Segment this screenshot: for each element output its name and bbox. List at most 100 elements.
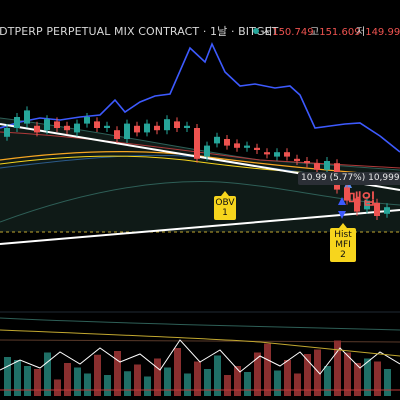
volume-bar	[244, 372, 251, 396]
volume-bar	[184, 373, 191, 396]
candle	[74, 119, 80, 137]
volume-bar	[374, 361, 381, 396]
candle-body	[324, 161, 330, 170]
volume-bar	[144, 376, 151, 396]
ohlc-high: 고151.609	[310, 27, 361, 38]
volume-bar	[274, 370, 281, 396]
volume-bar	[24, 366, 31, 396]
pane-upper-band	[0, 317, 400, 331]
volume-bar	[54, 379, 61, 396]
candle-body	[374, 202, 380, 216]
candle-body	[384, 207, 390, 214]
candle	[374, 198, 380, 220]
candle	[144, 119, 150, 137]
oscillator-line	[0, 339, 400, 375]
candle-body	[64, 125, 70, 131]
candle	[34, 121, 40, 137]
candle	[174, 117, 180, 132]
candle	[44, 115, 50, 135]
candle	[114, 126, 120, 143]
candle	[54, 117, 60, 132]
candle	[104, 121, 110, 132]
candle-body	[194, 128, 200, 159]
volume-bar	[164, 367, 171, 396]
candle	[124, 119, 130, 143]
volume-bar	[384, 369, 391, 396]
volume-bar	[174, 348, 181, 396]
candle	[204, 141, 210, 161]
volume-bar	[134, 364, 141, 396]
mfi-marker-label: MFI	[335, 240, 351, 250]
candle	[344, 183, 350, 205]
candle	[84, 113, 90, 128]
volume-bar	[14, 360, 21, 396]
candle-body	[224, 139, 230, 146]
volume-bar	[4, 357, 11, 396]
volume-bar	[124, 371, 131, 396]
candle-body	[234, 143, 240, 148]
candle	[254, 143, 260, 154]
candle-body	[184, 125, 190, 128]
candle-body	[84, 117, 90, 124]
candle-body	[124, 123, 130, 139]
candle	[264, 148, 270, 159]
candle	[64, 121, 70, 135]
signal-triangle-down-icon	[338, 211, 346, 219]
candle	[24, 106, 30, 128]
volume-bar	[74, 367, 81, 396]
candle-body	[114, 130, 120, 139]
candle-body	[14, 117, 20, 128]
status-dot-icon	[253, 28, 259, 34]
candle	[314, 159, 320, 174]
pane-mid-line	[0, 339, 400, 343]
candle	[364, 196, 370, 214]
candle-body	[314, 163, 320, 170]
volume-bar	[84, 373, 91, 396]
candle	[304, 157, 310, 168]
candle-body	[244, 145, 250, 148]
volume-bar	[104, 375, 111, 396]
candle-body	[284, 152, 290, 157]
signal-triangle-up-icon	[338, 197, 346, 205]
volume-bar	[234, 366, 241, 396]
hist-mfi-marker[interactable]: Hist MFI 2	[330, 228, 356, 262]
obv-marker[interactable]: OBV 1	[214, 196, 236, 220]
candle-body	[144, 123, 150, 133]
volume-bar	[364, 358, 371, 396]
volume-bar	[34, 369, 41, 396]
pane-signal-line	[0, 329, 400, 357]
hist-marker-count: 2	[340, 250, 346, 260]
volume-bar	[354, 363, 361, 396]
volume-bar	[344, 352, 351, 396]
volume-pane	[0, 311, 400, 396]
candle-body	[254, 147, 260, 150]
volume-bar	[204, 369, 211, 396]
resistance-line-red	[0, 131, 400, 169]
obv-marker-count: 1	[222, 208, 228, 218]
volume-bar	[44, 352, 51, 396]
candle-body	[264, 152, 270, 155]
volume-bar	[264, 343, 271, 396]
volume-bar	[294, 373, 301, 396]
candle-body	[174, 121, 180, 128]
candle	[4, 124, 10, 141]
volume-bar	[114, 351, 121, 396]
volume-bar	[214, 355, 221, 396]
volume-bar	[334, 340, 341, 396]
chart-header: SDTPERP PERPETUAL MIX CONTRACT · 1날 · BI…	[0, 20, 400, 42]
volume-bar	[314, 349, 321, 396]
volume-bar	[64, 363, 71, 396]
ascending-trendline	[0, 209, 400, 245]
candle-body	[134, 125, 140, 133]
candle-body	[364, 200, 370, 210]
candle-body	[44, 119, 50, 131]
candle-body	[354, 198, 360, 212]
volume-bar	[154, 358, 161, 396]
bollinger-lower	[0, 181, 400, 223]
candle	[134, 121, 140, 137]
candle-body	[74, 123, 80, 133]
candle	[224, 135, 230, 150]
volume-bar	[284, 360, 291, 396]
volume-bar	[304, 354, 311, 396]
